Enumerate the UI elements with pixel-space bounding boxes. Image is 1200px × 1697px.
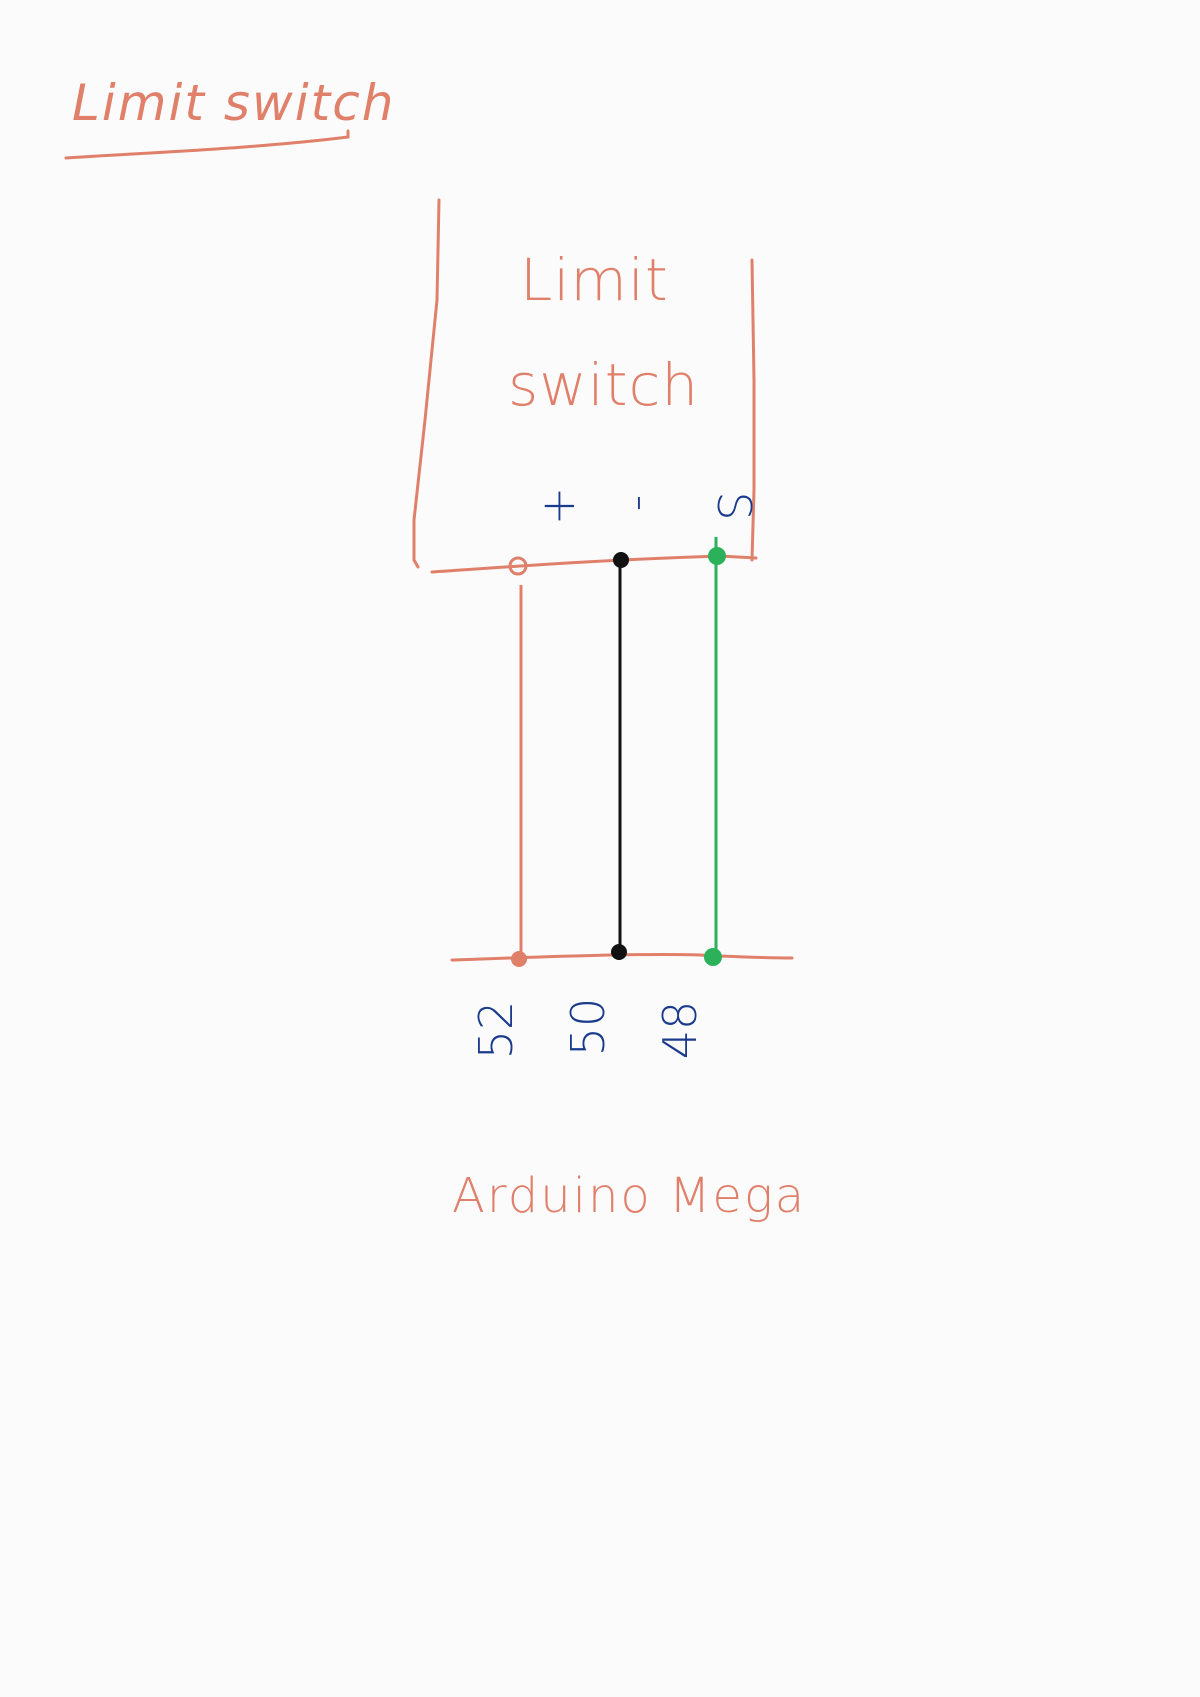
switch-box-right-edge	[750, 258, 756, 562]
pin-label-minus: -	[615, 495, 669, 512]
pin-label-plus: +	[534, 487, 588, 526]
board-name: Arduino Mega	[452, 1168, 806, 1224]
component-pin-dot-signal	[708, 547, 726, 565]
switch-name-line2: switch	[508, 351, 699, 419]
board-pin-label-52: 52	[469, 1001, 523, 1060]
switch-name-line1: Limit	[520, 246, 669, 314]
page-title: Limit switch	[72, 74, 395, 132]
board-pin-label-48: 48	[653, 1001, 707, 1060]
switch-box-left-edge	[412, 198, 441, 569]
pin-label-signal: S	[707, 491, 761, 520]
board-pin-dot-50	[611, 944, 627, 960]
board-pin-dot-52	[511, 951, 527, 967]
component-pin-dot-plus	[508, 556, 528, 576]
board-pin-label-50: 50	[561, 998, 615, 1057]
board-pin-dot-48	[704, 948, 722, 966]
title-underline	[64, 129, 350, 160]
switch-box-bottom-edge	[430, 554, 758, 574]
component-pin-dot-minus	[613, 552, 629, 568]
